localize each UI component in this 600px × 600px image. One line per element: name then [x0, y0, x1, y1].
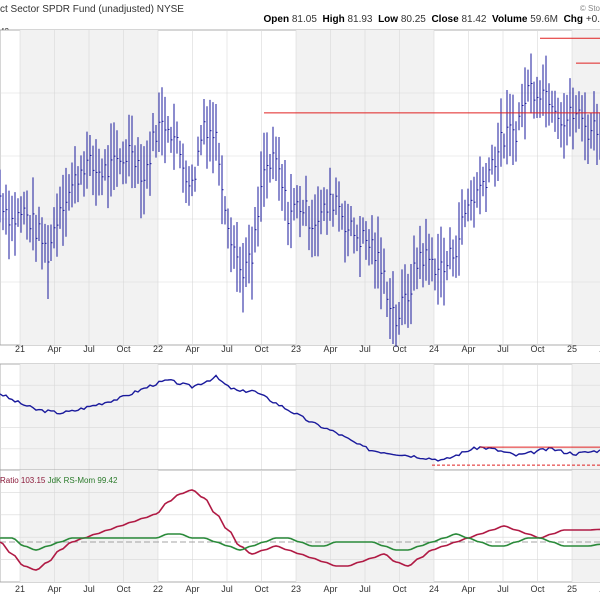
x-tick-label: Jul: [221, 584, 233, 594]
x-tick-label: 21: [15, 584, 25, 594]
x-tick-label: Oct: [116, 344, 131, 354]
x-tick-label: Jul: [497, 344, 509, 354]
year-band: [572, 30, 600, 345]
x-tick-label: Apr: [47, 344, 61, 354]
x-tick-label: 24: [429, 584, 439, 594]
x-tick-label: Apr: [323, 344, 337, 354]
x-tick-label: Oct: [530, 344, 545, 354]
legend-momentum: JdK RS-Mom 99.42: [47, 476, 118, 485]
x-tick-label: Jul: [221, 344, 233, 354]
x-tick-label: 24: [429, 344, 439, 354]
x-tick-label: 25: [567, 344, 577, 354]
chart-title: ct Sector SPDR Fund (unadjusted) NYSE: [0, 4, 184, 15]
ohlc-stats: Open 81.05 High 81.93 Low 80.25 Close 81…: [263, 14, 600, 25]
x-tick-label: Jul: [83, 344, 95, 354]
source-logo: © Sto: [579, 4, 600, 13]
x-tick-label: 23: [291, 344, 301, 354]
x-tick-label: 22: [153, 344, 163, 354]
x-tick-label: Apr: [185, 344, 199, 354]
legend-ratio: Ratio 103.15: [0, 476, 46, 485]
x-tick-label: Jul: [83, 584, 95, 594]
x-tick-label: Oct: [392, 584, 407, 594]
x-tick-label: Apr: [185, 584, 199, 594]
x-tick-label: Oct: [254, 344, 269, 354]
x-tick-label: Apr: [461, 584, 475, 594]
x-tick-label: Jul: [497, 584, 509, 594]
x-tick-label: Oct: [530, 584, 545, 594]
x-tick-label: 23: [291, 584, 301, 594]
x-tick-label: Apr: [461, 344, 475, 354]
rrg-legend: Ratio 103.15 JdK RS-Mom 99.42: [0, 476, 117, 485]
year-band: [572, 470, 600, 582]
x-tick-label: Oct: [116, 584, 131, 594]
rrg-momentum-line: [0, 533, 600, 551]
x-tick-label: Jul: [359, 584, 371, 594]
rrg-ratio-line: [0, 489, 600, 571]
x-tick-label: Apr: [323, 584, 337, 594]
x-tick-label: 22: [153, 584, 163, 594]
rs-line: [0, 374, 600, 462]
x-tick-label: 21: [15, 344, 25, 354]
x-tick-label: Oct: [254, 584, 269, 594]
x-tick-label: Apr: [47, 584, 61, 594]
x-tick-label: Jul: [359, 344, 371, 354]
x-tick-label: Oct: [392, 344, 407, 354]
x-tick-label: 25: [567, 584, 577, 594]
